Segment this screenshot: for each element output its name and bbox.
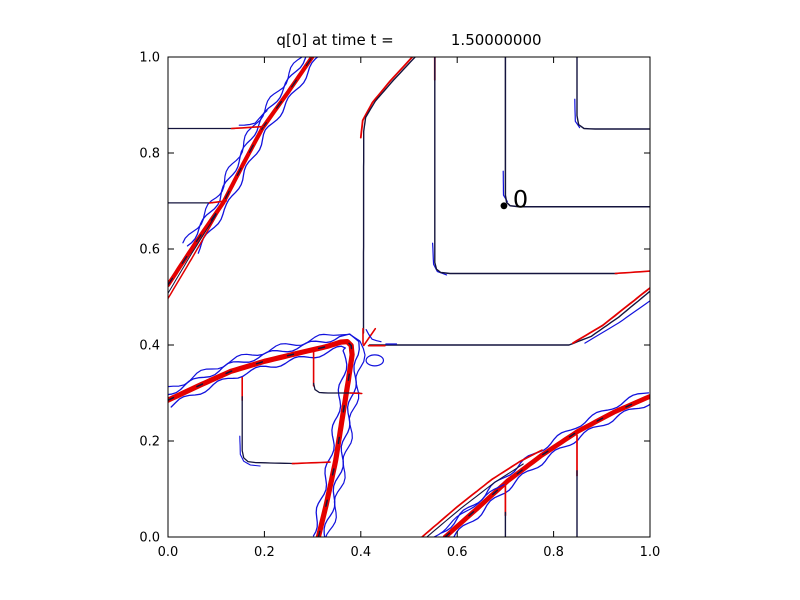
lambda-red [168,339,355,537]
contour-label-group: 0 [500,186,528,214]
upper-band-blue-outer [182,57,304,244]
h055-red [614,270,650,275]
br-band-red [442,394,650,537]
junction-blue-loop [365,354,385,367]
upper-band-core [168,57,313,286]
upper-band-blue-left [186,57,307,247]
br-thin-blue [433,484,505,537]
x-tick-label: 0.2 [254,545,275,560]
y-tick-label: 0.0 [139,531,160,546]
upper-thin-red [168,205,223,300]
x-tick-label: 0.0 [158,545,179,560]
upper-thin-navy [168,213,217,294]
box-red-h [291,461,331,465]
h040-blue-diag [584,300,650,344]
lambda-core [168,340,353,537]
br-thin-red [421,449,543,537]
x-tick-label: 0.4 [350,545,371,560]
contour0-navy [504,57,650,208]
innerbox-navy [312,382,361,394]
axis-ticks [167,56,651,538]
contour-label-dot [500,202,508,210]
upper-band-blue-right [197,57,319,254]
topmid-red [359,57,414,139]
y-tick-label: 0.2 [139,435,160,450]
x-tick-label: 0.8 [543,545,564,560]
v0848-blue-corner [574,98,581,129]
topmid-navy [362,57,417,334]
v0553-h055-navy [434,57,618,275]
plot-border [167,56,651,538]
junction-red-diag [362,327,377,347]
br-band-core [444,395,650,537]
h040-red-diag [572,287,650,344]
plot-title: q[0] at time t = 1.50000000 [276,31,542,49]
innerbox-red-end [349,392,363,395]
contour-features [168,57,650,537]
y-tick-label: 0.8 [139,147,160,162]
br-band-blue-right [453,403,650,537]
br-thin-navy [426,463,524,537]
junction-blue-curve [365,329,382,343]
hline-085-red [230,125,264,130]
y-tick-label: 0.6 [139,243,160,258]
y-tick-label: 0.4 [139,339,160,354]
h040-navy [368,290,650,346]
box-navy [241,396,295,465]
lambda-blue-right [170,345,348,537]
lambda-blue-left [168,333,360,537]
box-blue-corner [239,435,261,467]
x-tick-label: 1.0 [640,545,661,560]
hline-085-blue [238,110,268,126]
contour0-blue-corner [502,170,508,203]
upper-band-red [168,57,315,288]
axis-tick-labels: 0.0 0.2 0.4 0.6 0.8 1.0 0.0 0.2 0.4 0.6 0.8 1.0 [139,51,660,561]
x-tick-label: 0.6 [447,545,468,560]
y-tick-label: 1.0 [139,51,160,66]
v0848-navy [576,57,650,130]
hline-070-red [208,200,228,204]
contour-label-text: 0 [513,186,528,214]
